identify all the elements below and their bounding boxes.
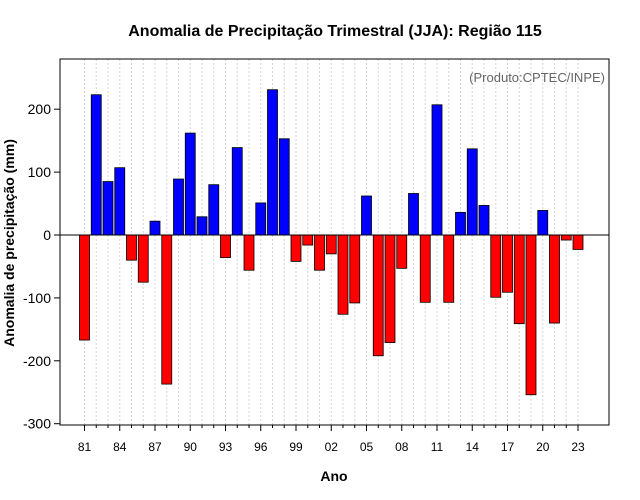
bar-2006 — [372, 234, 384, 357]
x-tick-label: 93 — [219, 440, 233, 454]
bar-2021 — [549, 234, 560, 324]
bar-2003 — [337, 234, 349, 315]
bar-2009 — [408, 193, 419, 236]
bar-2007 — [384, 234, 396, 343]
bar-2001 — [314, 234, 325, 271]
bar-2005 — [361, 195, 372, 236]
x-tick-label: 14 — [466, 440, 480, 454]
y-tick-label: -100 — [23, 290, 51, 306]
bar-1981 — [79, 234, 90, 341]
bar-2010 — [419, 234, 431, 303]
y-tick-label: 200 — [28, 101, 52, 117]
x-tick-label: 87 — [148, 440, 162, 454]
bar-1985 — [126, 234, 137, 261]
bar-2015 — [478, 205, 490, 236]
bar-1990 — [184, 132, 196, 236]
bar-1994 — [231, 147, 243, 236]
x-tick-label: 99 — [289, 440, 303, 454]
bar-1992 — [208, 184, 220, 236]
x-tick-label: 90 — [184, 440, 198, 454]
bar-1988 — [161, 234, 173, 385]
y-tick-label: 0 — [43, 227, 51, 243]
bar-1984 — [114, 167, 126, 236]
chart-credit: (Produto:CPTEC/INPE) — [469, 70, 605, 85]
x-tick-label: 05 — [360, 440, 374, 454]
bar-2004 — [349, 234, 361, 304]
x-axis: 81 84 87 90 93 96 99 02 05 08 11 14 17 20 23 — [78, 425, 585, 454]
bar-1982 — [90, 94, 102, 236]
plot-frame — [59, 58, 610, 426]
x-tick-label: 81 — [78, 440, 92, 454]
x-tick-label: 96 — [254, 440, 268, 454]
bar-2008 — [396, 234, 408, 269]
bar-2023 — [572, 234, 584, 250]
bar-1989 — [173, 178, 184, 236]
bar-2016 — [490, 234, 502, 298]
bar-1997 — [267, 89, 278, 236]
bar-series — [79, 89, 584, 396]
bar-2019 — [525, 234, 537, 396]
y-tick-label: 100 — [28, 164, 52, 180]
bar-1993 — [220, 234, 231, 259]
bar-2018 — [513, 234, 525, 325]
x-tick-label: 11 — [431, 440, 444, 454]
bar-1995 — [243, 234, 255, 271]
bar-1986 — [137, 234, 149, 283]
bar-2000 — [302, 234, 314, 246]
chart-title: Anomalia de Precipitação Trimestral (JJA… — [128, 23, 542, 40]
y-axis: -300 -200 -100 0 100 200 — [23, 101, 60, 432]
x-tick-label: 84 — [113, 440, 127, 454]
bar-2022 — [560, 234, 572, 241]
bar-2012 — [443, 234, 455, 303]
bar-2011 — [431, 104, 443, 236]
bar-2013 — [455, 211, 466, 236]
bar-2020 — [537, 210, 549, 236]
bar-1991 — [196, 216, 208, 236]
bar-1983 — [102, 181, 114, 236]
x-tick-label: 02 — [325, 440, 339, 454]
bar-1996 — [255, 202, 267, 236]
x-tick-label: 17 — [501, 440, 515, 454]
y-tick-label: -200 — [23, 353, 51, 369]
x-tick-label: 08 — [395, 440, 409, 454]
y-axis-label: Anomalia de precipitação (mm) — [1, 139, 17, 347]
x-tick-label: 20 — [536, 440, 550, 454]
bar-2002 — [325, 234, 337, 255]
bar-1999 — [290, 234, 302, 262]
bar-2014 — [466, 148, 478, 236]
bar-2017 — [502, 234, 513, 293]
x-tick-label: 23 — [571, 440, 585, 454]
x-axis-label: Ano — [320, 468, 347, 484]
y-tick-label: -300 — [23, 416, 51, 432]
bar-1987 — [149, 220, 161, 236]
bar-1998 — [278, 138, 290, 236]
